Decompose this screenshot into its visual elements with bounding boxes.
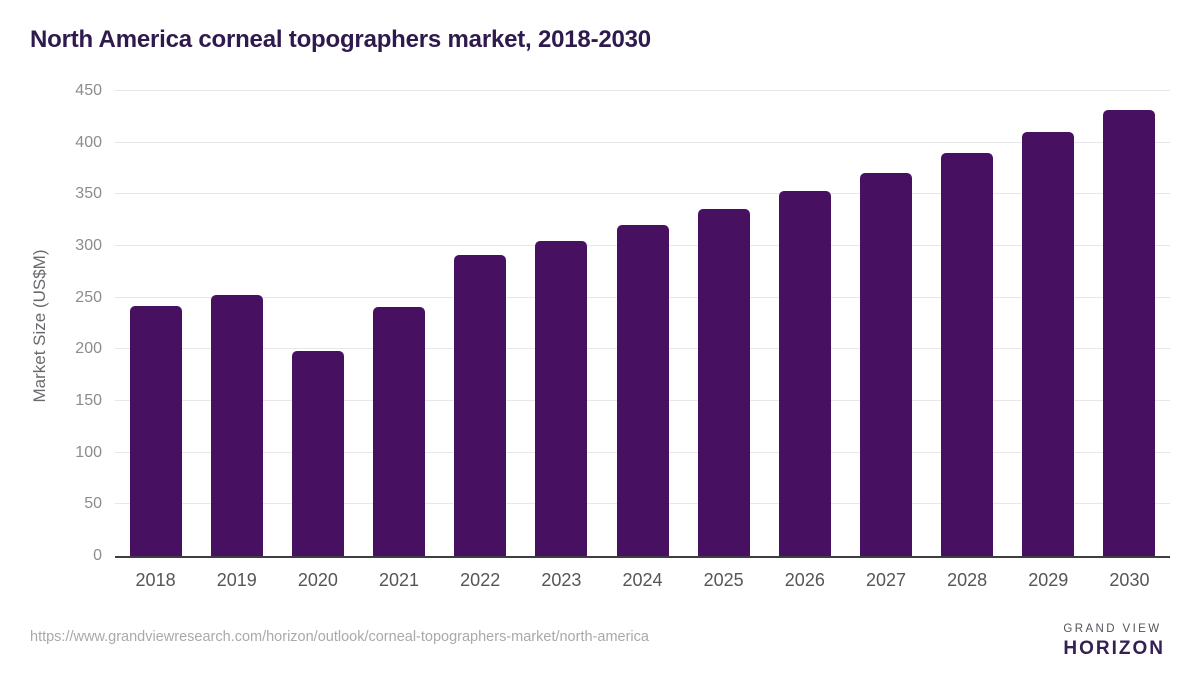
logo-brand-name: GRAND VIEW <box>1063 623 1162 635</box>
y-axis-label: Market Size (US$M) <box>30 249 49 403</box>
bar-2019 <box>210 294 263 556</box>
x-tick-2025: 2025 <box>703 570 744 590</box>
bar-2028 <box>941 153 994 556</box>
x-tick-2023: 2023 <box>541 570 582 590</box>
bar-band <box>602 225 683 556</box>
logo-product-name: HORIZON <box>1063 638 1165 659</box>
grand-view-horizon-logo-icon <box>1003 618 1050 665</box>
y-tick-0: 0 <box>93 547 102 564</box>
bar-2023 <box>535 240 588 556</box>
gridline-450 <box>115 90 1170 91</box>
logo-reflection-line <box>1022 652 1032 656</box>
brand-logo: GRAND VIEW HORIZON <box>1003 618 1165 665</box>
x-tick-2026: 2026 <box>784 570 825 590</box>
x-tick-2019: 2019 <box>216 570 257 590</box>
gridline-350 <box>115 193 1170 195</box>
y-tick-150: 150 <box>75 392 102 409</box>
chart-title: North America corneal topographers marke… <box>30 26 651 53</box>
y-tick-100: 100 <box>75 443 102 461</box>
bar-2020 <box>291 351 344 556</box>
gridline-400 <box>115 141 1170 143</box>
bar-2018 <box>129 305 182 556</box>
bar-band <box>1089 109 1170 556</box>
x-tick-2028: 2028 <box>947 570 988 590</box>
x-tick-2022: 2022 <box>460 570 501 590</box>
x-axis-labels: 2018 2019 2020 2021 2022 2023 2024 2025 2026 2027… <box>115 570 1170 591</box>
bar-band <box>196 294 277 556</box>
bar-band <box>115 305 196 556</box>
bar-2024 <box>616 225 669 556</box>
bar-band <box>927 153 1008 556</box>
x-tick-2030: 2030 <box>1109 570 1150 590</box>
y-tick-400: 400 <box>75 133 102 151</box>
bar-band <box>683 208 764 556</box>
logo-reflection-line <box>1018 645 1035 649</box>
x-tick-2018: 2018 <box>135 570 176 590</box>
bar-2025 <box>697 208 750 556</box>
bar-2022 <box>454 255 507 556</box>
bar-2029 <box>1022 132 1075 556</box>
bar-band <box>764 191 845 556</box>
plot-area: 0 50 100 150 200 250 300 350 400 450 <box>75 83 1170 564</box>
bar-2027 <box>859 172 912 556</box>
bar-series <box>115 93 1170 556</box>
x-tick-2020: 2020 <box>297 570 338 590</box>
x-tick-2029: 2029 <box>1028 570 1069 590</box>
bar-band <box>521 240 602 556</box>
logo-text: GRAND VIEW HORIZON <box>1063 623 1165 660</box>
source-url: https://www.grandviewresearch.com/horizo… <box>30 629 649 645</box>
x-tick-2027: 2027 <box>865 570 906 590</box>
bar-band <box>440 255 521 556</box>
bar-band <box>358 307 439 556</box>
x-tick-2024: 2024 <box>622 570 663 590</box>
bar-2030 <box>1103 109 1156 556</box>
y-tick-300: 300 <box>75 237 102 254</box>
x-tick-2021: 2021 <box>379 570 420 590</box>
bar-2026 <box>778 191 831 556</box>
bar-band <box>277 351 358 556</box>
logo-sun-dome <box>1015 630 1038 642</box>
bar-band <box>845 172 926 556</box>
bar-2021 <box>373 307 426 556</box>
y-tick-450: 450 <box>75 82 102 99</box>
y-tick-200: 200 <box>75 340 102 358</box>
bar-band <box>1008 132 1089 556</box>
y-tick-250: 250 <box>75 288 102 306</box>
y-tick-50: 50 <box>84 495 102 513</box>
y-tick-350: 350 <box>75 185 102 203</box>
